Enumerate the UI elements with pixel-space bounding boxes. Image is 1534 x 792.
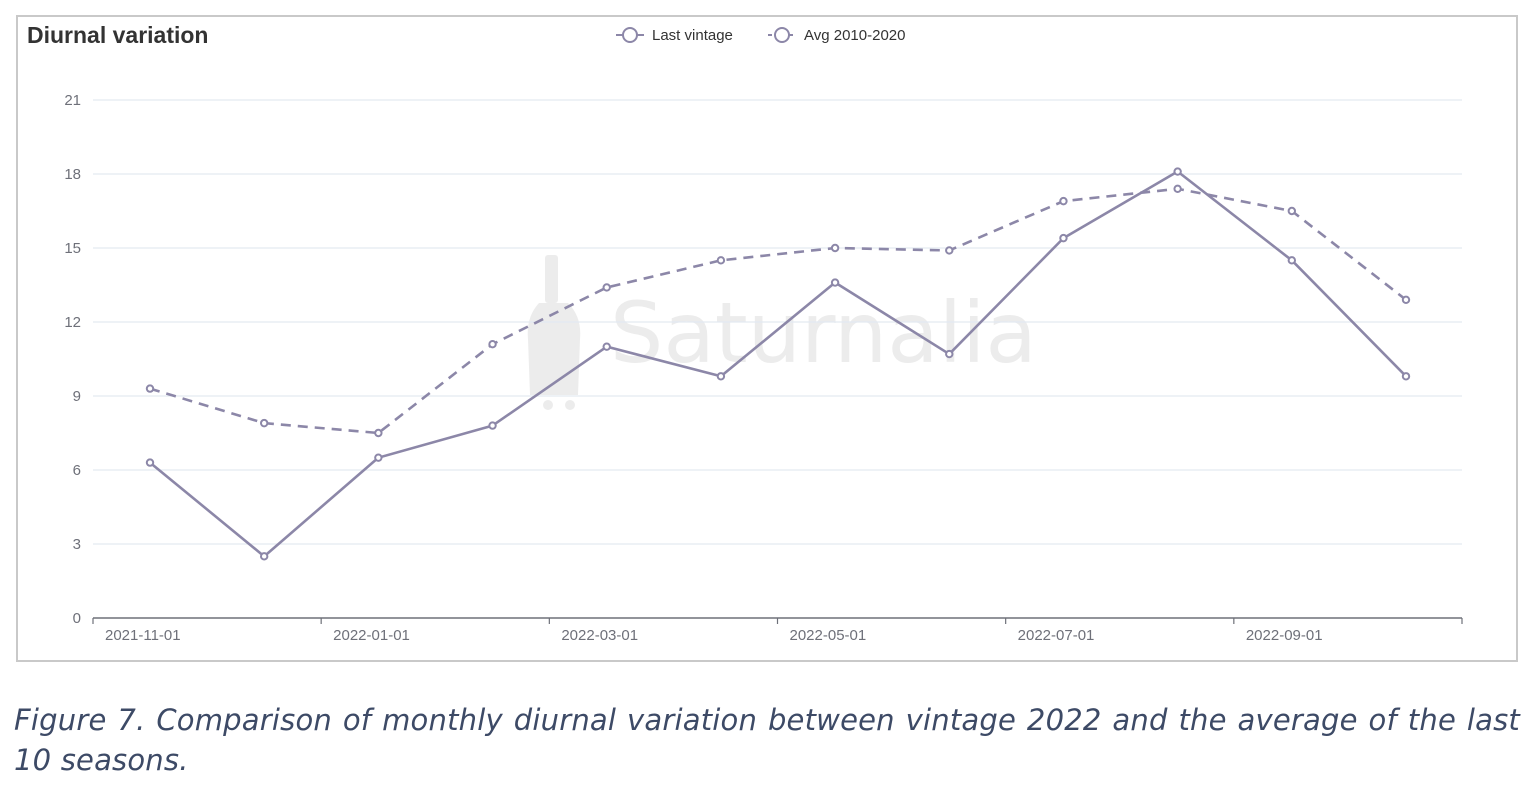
data-point[interactable]: [1287, 206, 1297, 216]
data-point[interactable]: [1173, 184, 1182, 194]
data-point[interactable]: [1059, 233, 1068, 243]
data-point[interactable]: [945, 349, 954, 359]
data-point[interactable]: [716, 256, 726, 265]
y-tick-label: 15: [64, 240, 81, 257]
legend-item[interactable]: Last vintage: [616, 27, 733, 44]
data-point[interactable]: [374, 453, 383, 462]
legend-marker-icon: [622, 27, 638, 43]
x-tick-label: 2021-11-01: [105, 627, 181, 644]
x-tick-label: 2022-09-01: [1246, 627, 1323, 644]
data-point[interactable]: [830, 278, 840, 287]
chart-panel: Saturnalia 0 3 6 9 12 15 18 21 2021-11-01 2022-0…: [16, 15, 1518, 662]
data-point[interactable]: [259, 418, 269, 428]
legend[interactable]: Last vintage Avg 2010-2020: [616, 27, 905, 44]
y-tick-label: 3: [73, 536, 81, 553]
series-last-vintage: [145, 167, 1411, 561]
y-tick-label: 0: [73, 610, 81, 627]
data-point[interactable]: [602, 342, 611, 351]
x-tick-label: 2022-01-01: [333, 627, 410, 644]
y-tick-label: 9: [73, 388, 81, 405]
data-point[interactable]: [830, 243, 840, 253]
data-point[interactable]: [1401, 295, 1411, 304]
data-point[interactable]: [716, 372, 726, 381]
data-point[interactable]: [1173, 167, 1182, 176]
x-tick-label: 2022-03-01: [561, 627, 638, 644]
legend-label: Last vintage: [652, 27, 733, 44]
data-point[interactable]: [259, 552, 269, 561]
data-point[interactable]: [1401, 372, 1411, 381]
x-tick-label: 2022-05-01: [790, 627, 867, 644]
figure-caption: Figure 7. Comparison of monthly diurnal …: [14, 703, 1520, 777]
data-point[interactable]: [374, 428, 383, 438]
legend-marker-icon: [774, 27, 790, 43]
y-tick-label: 18: [64, 166, 81, 183]
data-point[interactable]: [1059, 196, 1068, 206]
data-point[interactable]: [945, 246, 954, 255]
series-line: [149, 170, 1407, 558]
bottle-icon: [527, 255, 581, 410]
legend-item[interactable]: Avg 2010-2020: [768, 27, 905, 44]
x-tick-label: 2022-07-01: [1018, 627, 1095, 644]
line-chart: Saturnalia 0 3 6 9 12 15 18 21 2021-11-01 2022-0…: [27, 22, 1463, 644]
data-point[interactable]: [145, 384, 155, 393]
watermark-text: Saturnalia: [610, 284, 1037, 382]
data-point[interactable]: [488, 340, 497, 349]
series-line: [149, 187, 1407, 435]
chart-title: Diurnal variation: [27, 22, 208, 48]
legend-label: Avg 2010-2020: [804, 27, 905, 44]
axes: 2021-11-01 2022-01-01 2022-03-01 2022-05-01…: [92, 617, 1463, 644]
y-tick-label: 21: [64, 92, 81, 109]
series-lines: [145, 167, 1411, 561]
y-tick-label: 6: [73, 462, 81, 479]
data-point[interactable]: [1287, 256, 1297, 265]
data-point[interactable]: [602, 283, 611, 292]
watermark-logo: Saturnalia: [527, 255, 1037, 410]
data-point[interactable]: [145, 458, 155, 467]
data-point[interactable]: [488, 421, 497, 430]
y-tick-label: 12: [64, 314, 81, 331]
gridlines: 0 3 6 9 12 15 18 21: [64, 92, 1462, 627]
series-avg-2010-2020: [145, 184, 1411, 438]
